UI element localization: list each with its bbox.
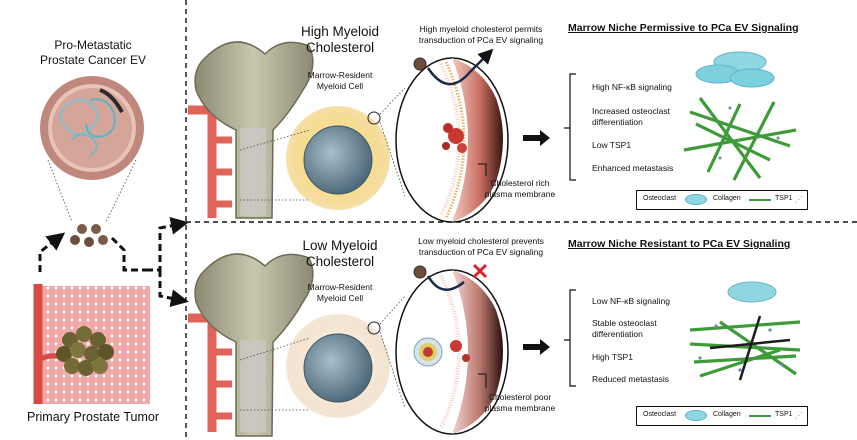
cell-label-line1-low: Marrow-Resident: [307, 282, 373, 292]
ev-cluster-graphic: [70, 224, 108, 247]
condition-title-high: High Myeloid Cholesterol: [292, 24, 388, 56]
transduction-line1-high: High myeloid cholesterol permits: [419, 24, 543, 34]
legend-tsp1-icon: ⋰: [795, 195, 803, 204]
cell-label-line2-low: Myeloid Cell: [316, 293, 364, 303]
ev-sphere-graphic: [40, 76, 144, 180]
block-x-icon: [472, 263, 488, 279]
cell-label-line1-high: Marrow-Resident: [307, 70, 373, 80]
condition-line1-high: High Myeloid: [300, 24, 380, 39]
outcome-high-3: differentiation: [592, 117, 643, 127]
transduction-line1-low: Low myeloid cholesterol prevents: [418, 236, 544, 246]
membrane-line2-high: plasma membrane: [484, 189, 556, 199]
niche-title-low: Marrow Niche Resistant to PCa EV Signali…: [568, 238, 791, 250]
condition-line1-low: Low Myeloid: [302, 238, 378, 253]
membrane-line1-high: Cholesterol rich: [490, 178, 550, 188]
legend-collagen-icon: [749, 199, 771, 201]
osteoclast-cluster-top: [695, 51, 775, 88]
outcome-low-5: Reduced metastasis: [592, 374, 670, 384]
transduction-line2-high: transduction of PCa EV signaling: [418, 35, 544, 45]
condition-line2-low: Cholesterol: [305, 254, 375, 269]
membrane-zoom-low-graphic: [395, 269, 509, 435]
legend-bottom: Osteoclast Collagen TSP1 ⋰: [636, 406, 808, 426]
cell-label-low: Marrow-Resident Myeloid Cell: [296, 282, 384, 304]
legend-tsp1-label: TSP1: [775, 195, 793, 202]
membrane-line1-low: Cholesterol poor: [488, 392, 552, 402]
condition-title-low: Low Myeloid Cholesterol: [292, 238, 388, 270]
outcome-low-1: Low NF-κB signaling: [592, 296, 670, 306]
outcome-low-4: High TSP1: [592, 352, 633, 362]
membrane-zoom-high-graphic: [395, 57, 509, 223]
outcome-high-5: Enhanced metastasis: [592, 163, 674, 173]
condition-line2-high: Cholesterol: [305, 40, 375, 55]
niche-title-high: Marrow Niche Permissive to PCa EV Signal…: [568, 22, 799, 34]
legend-tsp1-label-bottom: TSP1: [775, 411, 793, 418]
membrane-line2-low: plasma membrane: [484, 403, 556, 413]
outcome-high-4: Low TSP1: [592, 140, 632, 150]
legend-collagen-label: Collagen: [713, 195, 741, 202]
collagen-network-top: [683, 97, 797, 181]
tumor-title: Primary Prostate Tumor: [27, 410, 159, 424]
legend-top: Osteoclast Collagen TSP1 ⋰: [636, 190, 808, 210]
legend-tsp1-icon-bottom: ⋰: [795, 411, 803, 420]
outcome-low-2: Stable osteoclast: [592, 318, 657, 328]
legend-osteoclast-label: Osteoclast: [643, 195, 677, 202]
outcome-high-2: Increased osteoclast: [592, 106, 670, 116]
legend-osteoclast-label-bottom: Osteoclast: [643, 411, 677, 418]
legend-osteoclast-icon: [685, 194, 707, 205]
ev-title-line1: Pro-Metastatic: [54, 38, 132, 52]
legend-osteoclast-icon-bottom: [685, 410, 707, 421]
ev-title-line2: Prostate Cancer EV: [39, 53, 147, 67]
transduction-line2-low: transduction of PCa EV signaling: [418, 247, 544, 257]
collagen-network-bottom: [689, 320, 801, 378]
transduction-text-high: High myeloid cholesterol permits transdu…: [396, 24, 566, 46]
tumor-mass-graphic: [56, 326, 114, 376]
cell-label-line2-high: Myeloid Cell: [316, 81, 364, 91]
legend-collagen-icon-bottom: [749, 415, 771, 417]
membrane-label-high: Cholesterol rich plasma membrane: [470, 178, 570, 200]
outcome-high-1: High NF-κB signaling: [592, 82, 672, 92]
membrane-label-low: Cholesterol poor plasma membrane: [470, 392, 570, 414]
ev-title: Pro-Metastatic Prostate Cancer EV: [0, 38, 186, 68]
osteoclast-single-bottom: [727, 281, 777, 303]
cell-label-high: Marrow-Resident Myeloid Cell: [296, 70, 384, 92]
transduction-text-low: Low myeloid cholesterol prevents transdu…: [396, 236, 566, 258]
outcome-low-3: differentiation: [592, 329, 643, 339]
legend-collagen-label-bottom: Collagen: [713, 411, 741, 418]
